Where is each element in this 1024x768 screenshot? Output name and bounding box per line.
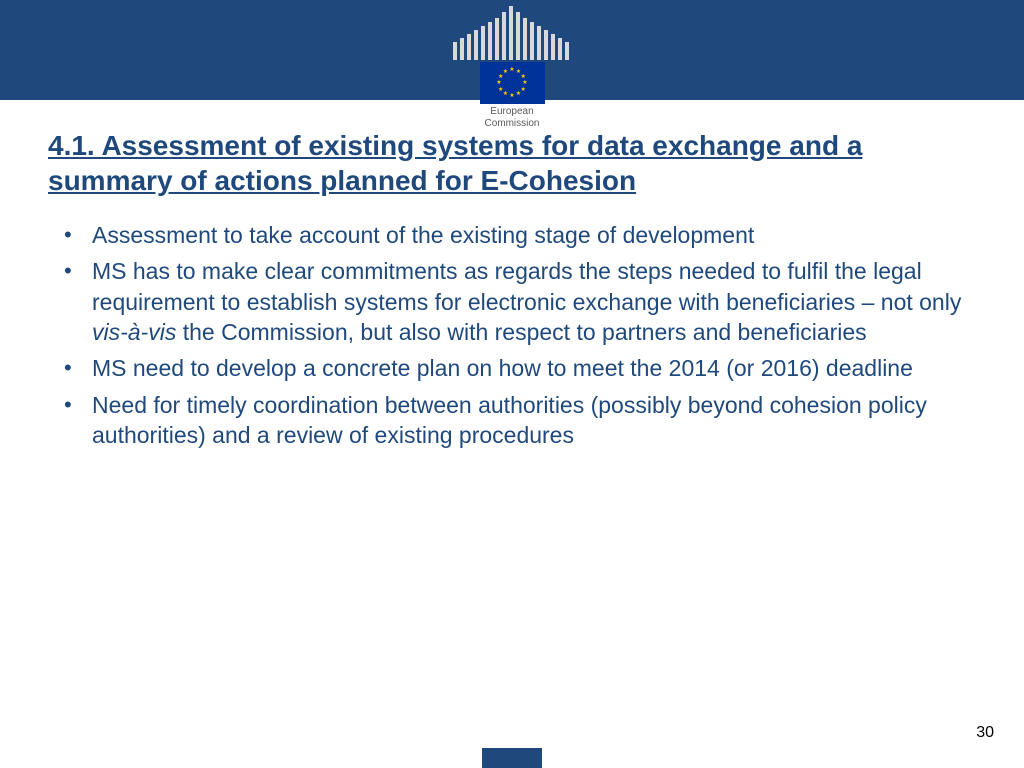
slide-title: 4.1. Assessment of existing systems for … bbox=[48, 128, 976, 198]
ec-label-line1: European bbox=[490, 106, 533, 117]
building-icon bbox=[447, 2, 577, 60]
bullet-item: Need for timely coordination between aut… bbox=[92, 390, 976, 451]
bullet-text-segment: MS need to develop a concrete plan on ho… bbox=[92, 355, 913, 381]
bullet-text-segment: Assessment to take account of the existi… bbox=[92, 222, 754, 248]
bullet-item: MS has to make clear commitments as rega… bbox=[92, 256, 976, 347]
bullet-text-segment: vis-à-vis bbox=[92, 319, 176, 345]
ec-label-line2: Commission bbox=[484, 118, 539, 129]
bullet-list: Assessment to take account of the existi… bbox=[48, 220, 976, 451]
page-number: 30 bbox=[976, 724, 994, 742]
bullet-item: MS need to develop a concrete plan on ho… bbox=[92, 353, 976, 383]
bullet-item: Assessment to take account of the existi… bbox=[92, 220, 976, 250]
bullet-text-segment: Need for timely coordination between aut… bbox=[92, 392, 927, 448]
footer-accent bbox=[482, 748, 542, 768]
bullet-text-segment: MS has to make clear commitments as rega… bbox=[92, 258, 961, 314]
ec-label: European Commission bbox=[484, 106, 539, 130]
ec-logo: ★★★★★★★★★★★★ European Commission bbox=[432, 0, 592, 135]
header-band: ★★★★★★★★★★★★ European Commission bbox=[0, 0, 1024, 100]
bullet-text-segment: the Commission, but also with respect to… bbox=[176, 319, 866, 345]
eu-flag-icon: ★★★★★★★★★★★★ bbox=[480, 62, 545, 104]
slide-content: 4.1. Assessment of existing systems for … bbox=[0, 100, 1024, 451]
